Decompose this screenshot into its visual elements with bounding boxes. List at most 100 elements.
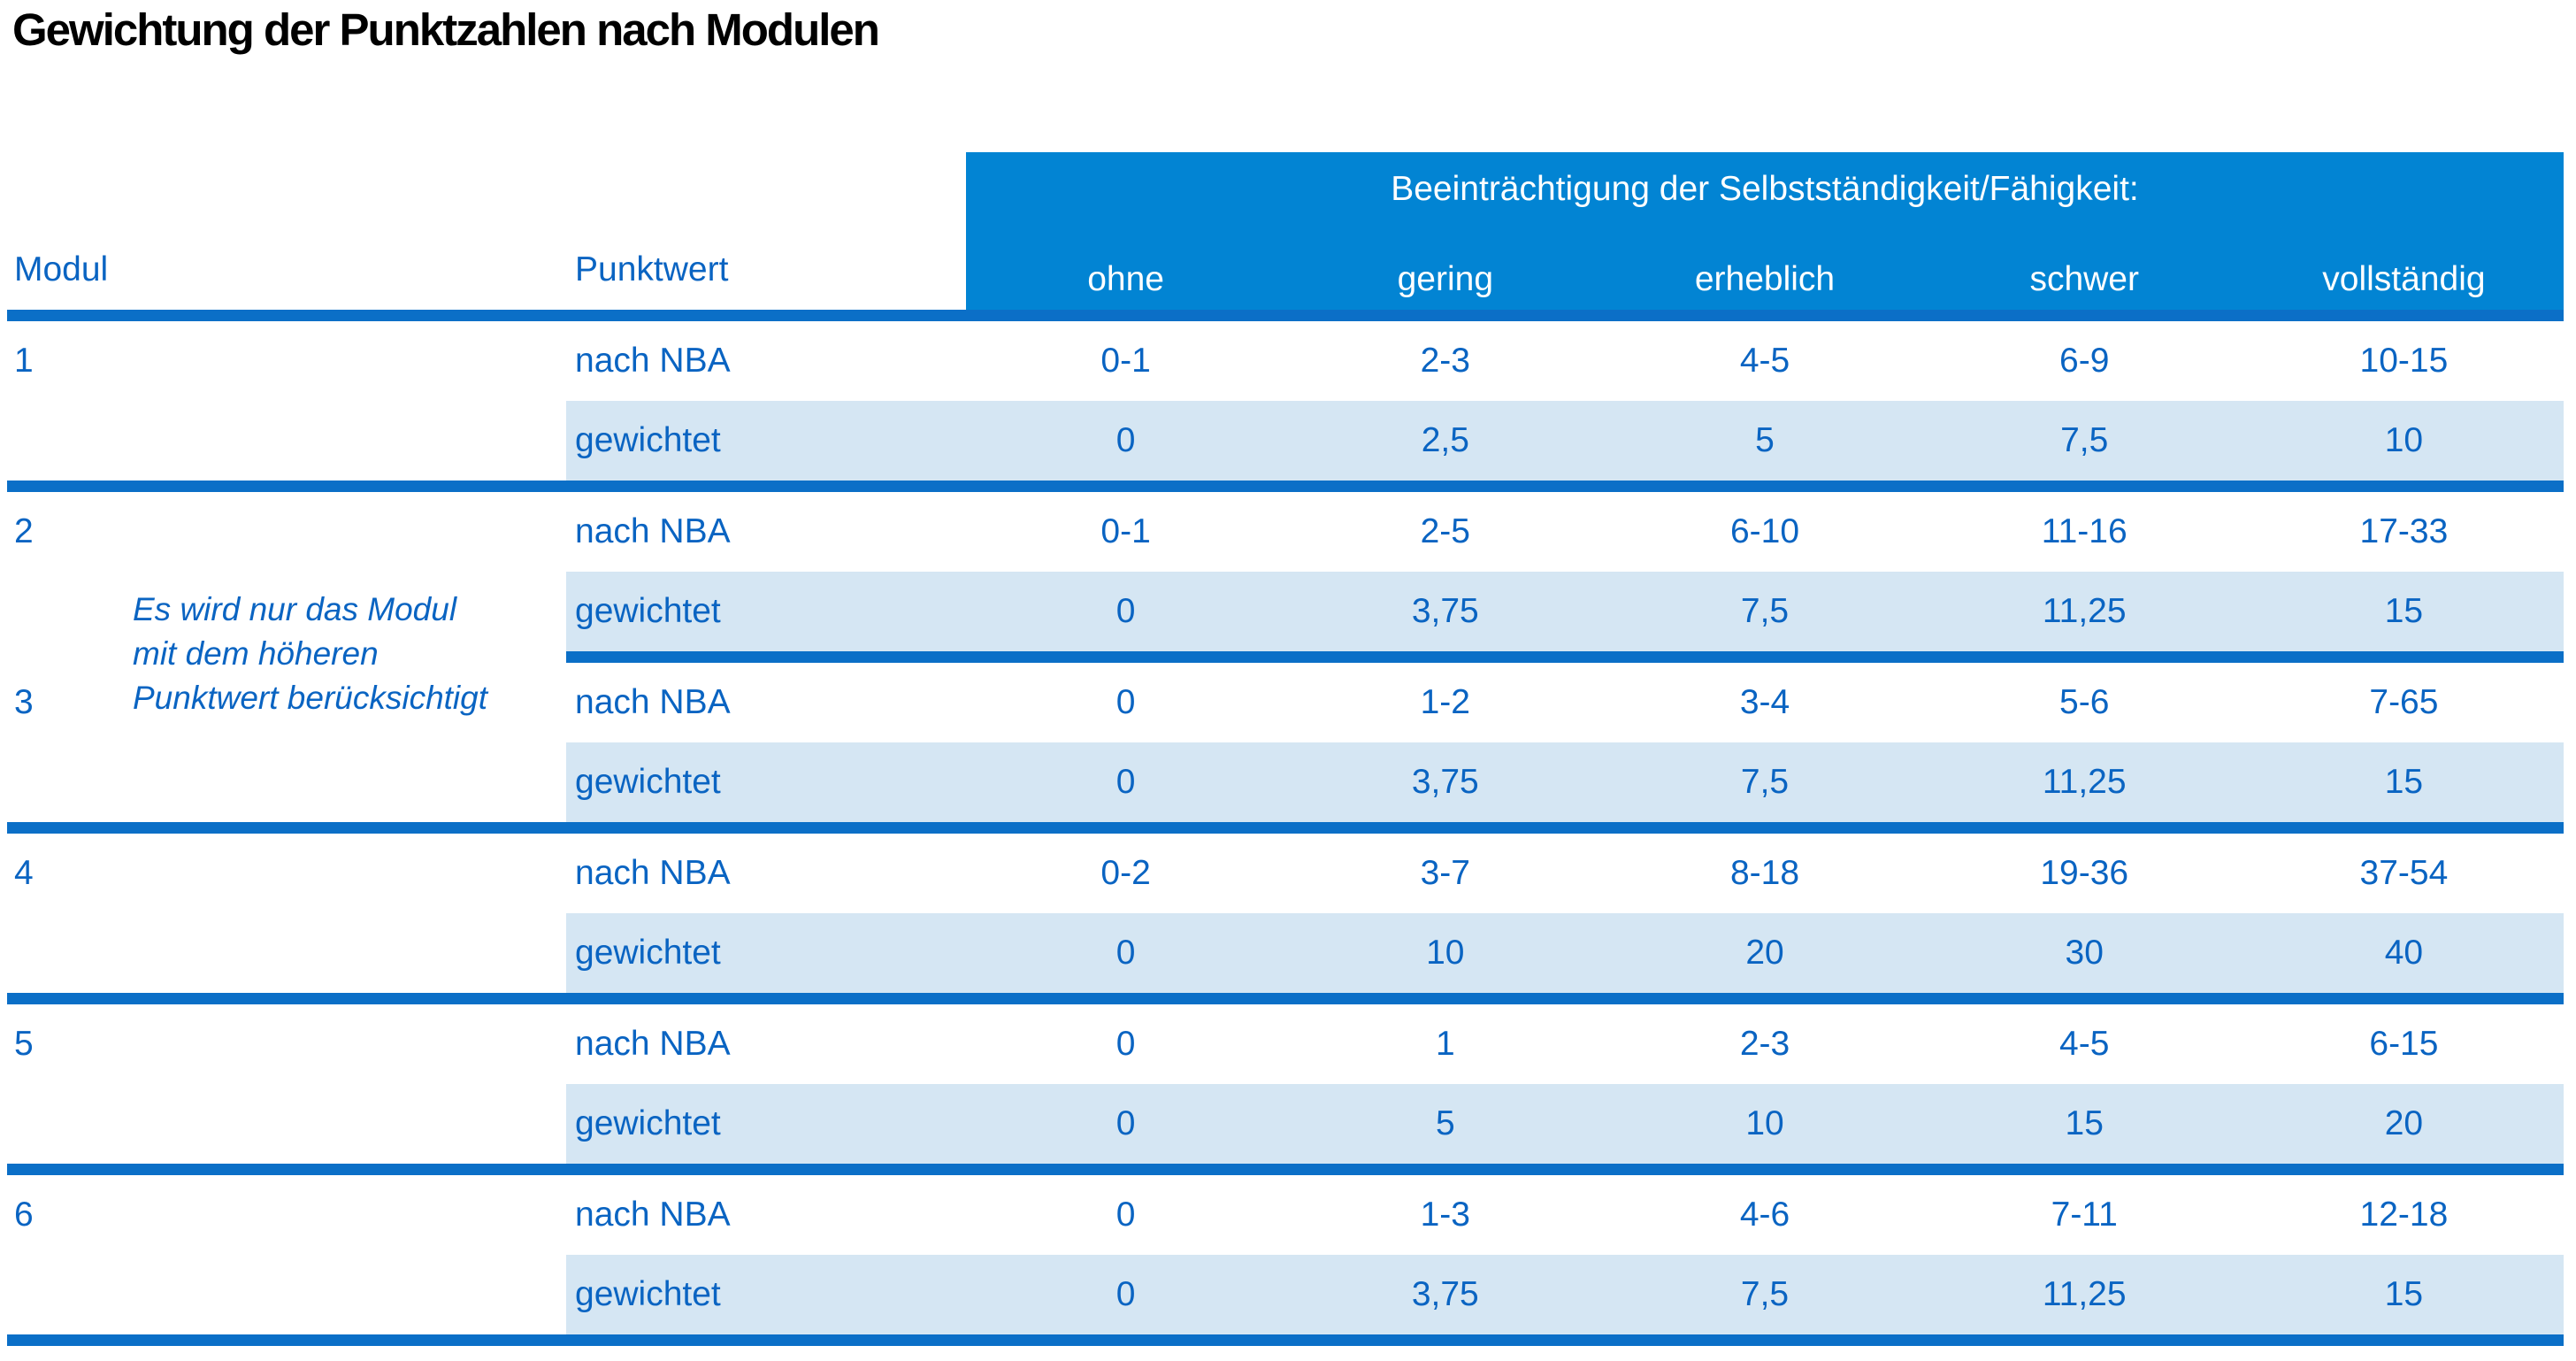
score-cell: 10 — [1426, 934, 1465, 972]
table-body: 1 nach NBA 0-1 2-3 4-5 6-9 10-15 gewicht… — [0, 321, 2564, 1346]
row-label-weighted: gewichtet — [575, 934, 721, 972]
score-cell: 0 — [1116, 763, 1136, 801]
table-row-module5-nba: 5 nach NBA 0 1 2-3 4-5 6-15 — [0, 1004, 2564, 1084]
score-cell: 0 — [1116, 1275, 1136, 1313]
score-cell: 12-18 — [2359, 1196, 2449, 1234]
row-label-weighted: gewichtet — [575, 763, 721, 801]
table-row-module2-weighted: gewichtet 0 3,75 7,5 11,25 15 — [0, 572, 2564, 651]
score-cell: 11,25 — [2042, 1275, 2127, 1313]
module-2-3-note: Es wird nur das Modul mit dem höheren Pu… — [133, 591, 488, 716]
row-label-weighted: gewichtet — [575, 1104, 721, 1142]
row-label-nba: nach NBA — [575, 342, 731, 380]
module-number-empty — [0, 913, 566, 993]
score-cell: 37-54 — [2359, 854, 2449, 892]
module-number: 4 — [14, 854, 34, 892]
header-divider-line — [7, 310, 2564, 321]
score-cell: 6-15 — [2369, 1025, 2439, 1063]
row-label-weighted: gewichtet — [575, 1275, 721, 1313]
table-row-module4-weighted: gewichtet 0 10 20 30 40 — [0, 913, 2564, 993]
table-row-module1-nba: 1 nach NBA 0-1 2-3 4-5 6-9 10-15 — [0, 321, 2564, 401]
score-cell: 4-5 — [1739, 342, 1790, 380]
score-cell: 11,25 — [2042, 592, 2127, 630]
score-cell: 15 — [2065, 1104, 2104, 1142]
severity-group-label: Beeinträchtigung der Selbstständigkeit/F… — [1391, 170, 2139, 208]
score-cell: 8-18 — [1729, 854, 1800, 892]
score-cell: 6-9 — [2059, 342, 2110, 380]
score-cell: 1-2 — [1420, 683, 1470, 721]
score-cell: 5 — [1755, 421, 1775, 459]
score-cell: 20 — [1745, 934, 1784, 972]
score-cell: 7,5 — [1740, 592, 1790, 630]
score-cell: 2-5 — [1420, 512, 1470, 550]
score-cell: 11,25 — [2042, 763, 2127, 801]
score-cell: 15 — [2384, 1275, 2424, 1313]
score-cell: 0 — [1116, 934, 1136, 972]
row-label-nba: nach NBA — [575, 1025, 731, 1063]
column-header-schwer: schwer — [2029, 260, 2139, 298]
score-cell: 10 — [1745, 1104, 1784, 1142]
column-header-ohne: ohne — [1087, 260, 1164, 298]
score-cell: 0-1 — [1100, 342, 1151, 380]
score-cell: 15 — [2384, 763, 2424, 801]
score-cell: 1-3 — [1420, 1196, 1470, 1234]
score-cell: 7,5 — [2060, 421, 2109, 459]
score-cell: 40 — [2384, 934, 2424, 972]
module-number-empty — [0, 742, 566, 822]
module-divider-line-partial — [566, 651, 2564, 663]
score-cell: 30 — [2065, 934, 2104, 972]
left-column-headers: Modul Punktwert — [0, 230, 966, 310]
table-row-module1-weighted: gewichtet 0 2,5 5 7,5 10 — [0, 401, 2564, 481]
score-cell: 17-33 — [2359, 512, 2449, 550]
score-cell: 0-1 — [1100, 512, 1151, 550]
column-header-gering: gering — [1397, 260, 1494, 298]
row-label-nba: nach NBA — [575, 512, 731, 550]
row-label-nba: nach NBA — [575, 854, 731, 892]
severity-group-header: Beeinträchtigung der Selbstständigkeit/F… — [966, 152, 2564, 310]
module-number: 2 — [14, 512, 34, 550]
score-cell: 2,5 — [1421, 421, 1469, 459]
table-row-module6-weighted: gewichtet 0 3,75 7,5 11,25 15 — [0, 1255, 2564, 1334]
score-cell: 11-16 — [2041, 512, 2128, 550]
score-cell: 3,75 — [1411, 763, 1479, 801]
score-cell: 2-3 — [1739, 1025, 1790, 1063]
score-cell: 7,5 — [1740, 763, 1790, 801]
score-cell: 3-4 — [1739, 683, 1790, 721]
module-divider-line — [7, 1334, 2564, 1346]
column-header-erheblich: erheblich — [1694, 260, 1836, 298]
column-header-punktwert: Punktwert — [575, 250, 729, 288]
score-cell: 5 — [1435, 1104, 1455, 1142]
score-cell: 10-15 — [2359, 342, 2449, 380]
score-cell: 1 — [1435, 1025, 1455, 1063]
score-cell: 0-2 — [1100, 854, 1151, 892]
module-number-empty — [0, 401, 566, 481]
module-number: 5 — [14, 1025, 34, 1063]
module-number: 3 — [14, 683, 34, 721]
score-cell: 5-6 — [2059, 683, 2110, 721]
table-row-module6-nba: 6 nach NBA 0 1-3 4-6 7-11 12-18 — [0, 1175, 2564, 1255]
score-cell: 0 — [1116, 1104, 1136, 1142]
score-cell: 0 — [1116, 683, 1136, 721]
table-row-module4-nba: 4 nach NBA 0-2 3-7 8-18 19-36 37-54 — [0, 834, 2564, 913]
module-divider-line — [7, 993, 2564, 1004]
score-cell: 0 — [1116, 1025, 1136, 1063]
module-number-empty — [0, 1084, 566, 1164]
score-cell: 15 — [2384, 592, 2424, 630]
score-cell: 10 — [2384, 421, 2424, 459]
score-cell: 3,75 — [1411, 592, 1479, 630]
score-cell: 7-65 — [2369, 683, 2439, 721]
score-cell: 0 — [1116, 592, 1136, 630]
table-row-module3-nba: 3 nach NBA 0 1-2 3-4 5-6 7-65 — [0, 663, 2564, 742]
table-row-module3-weighted: gewichtet 0 3,75 7,5 11,25 15 — [0, 742, 2564, 822]
row-label-weighted: gewichtet — [575, 592, 721, 630]
table-row-module5-weighted: gewichtet 0 5 10 15 20 — [0, 1084, 2564, 1164]
score-cell: 0 — [1116, 421, 1136, 459]
module-number: 6 — [14, 1196, 34, 1234]
table-row-module2-nba: 2 nach NBA 0-1 2-5 6-10 11-16 17-33 — [0, 492, 2564, 572]
score-cell: 0 — [1116, 1196, 1136, 1234]
score-cell: 2-3 — [1420, 342, 1470, 380]
severity-columns-header: ohne gering erheblich schwer vollständig — [966, 260, 2564, 299]
score-cell: 4-5 — [2059, 1025, 2110, 1063]
page-title: Gewichtung der Punktzahlen nach Modulen — [12, 4, 880, 55]
score-cell: 6-10 — [1729, 512, 1800, 550]
module-divider-line — [7, 481, 2564, 492]
